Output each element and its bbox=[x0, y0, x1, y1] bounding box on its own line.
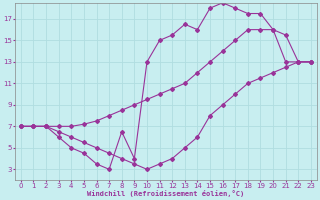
X-axis label: Windchill (Refroidissement éolien,°C): Windchill (Refroidissement éolien,°C) bbox=[87, 190, 244, 197]
